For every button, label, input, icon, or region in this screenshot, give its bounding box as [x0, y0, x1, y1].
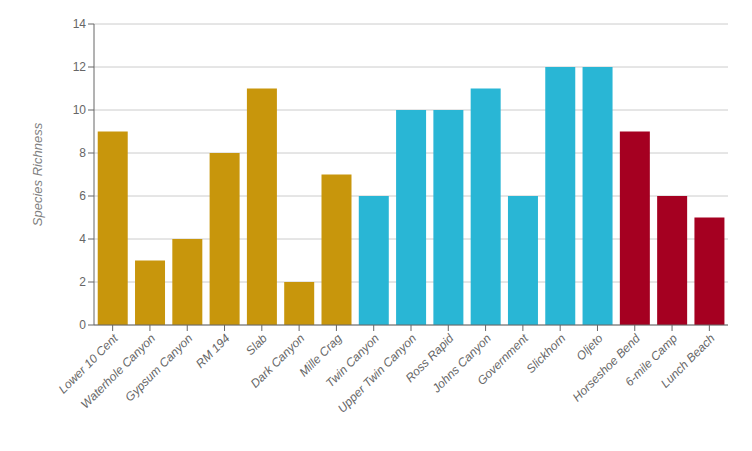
- svg-text:Slickhorn: Slickhorn: [524, 331, 569, 376]
- svg-text:6-mile Camp: 6-mile Camp: [622, 331, 681, 390]
- svg-text:Twin Canyon: Twin Canyon: [323, 331, 382, 390]
- svg-text:Government: Government: [474, 331, 531, 388]
- svg-text:14: 14: [73, 17, 87, 31]
- svg-text:Lunch Beach: Lunch Beach: [658, 331, 718, 391]
- svg-text:Species Richness: Species Richness: [30, 122, 45, 226]
- svg-text:10: 10: [73, 103, 87, 117]
- svg-text:Oljeto: Oljeto: [574, 331, 606, 363]
- svg-text:4: 4: [79, 232, 86, 246]
- svg-text:Dark Canyon: Dark Canyon: [248, 331, 308, 391]
- svg-text:Gypsum Canyon: Gypsum Canyon: [122, 331, 195, 404]
- svg-text:0: 0: [79, 318, 86, 332]
- svg-text:6: 6: [79, 189, 86, 203]
- svg-text:Johns Canyon: Johns Canyon: [429, 331, 494, 396]
- svg-text:Upper Twin Canyon: Upper Twin Canyon: [334, 331, 420, 416]
- svg-text:Horseshoe Bend: Horseshoe Bend: [570, 331, 643, 404]
- svg-text:2: 2: [79, 275, 86, 289]
- svg-text:12: 12: [73, 60, 87, 74]
- svg-text:Mille Crag: Mille Crag: [296, 331, 345, 380]
- svg-text:Waterhole Canyon: Waterhole Canyon: [78, 331, 159, 412]
- svg-text:Ross Rapid: Ross Rapid: [402, 331, 457, 385]
- svg-text:Slab: Slab: [243, 331, 270, 358]
- svg-text:8: 8: [79, 146, 86, 160]
- svg-text:RM 194: RM 194: [193, 331, 233, 371]
- svg-text:Lower 10 Cent: Lower 10 Cent: [55, 331, 121, 397]
